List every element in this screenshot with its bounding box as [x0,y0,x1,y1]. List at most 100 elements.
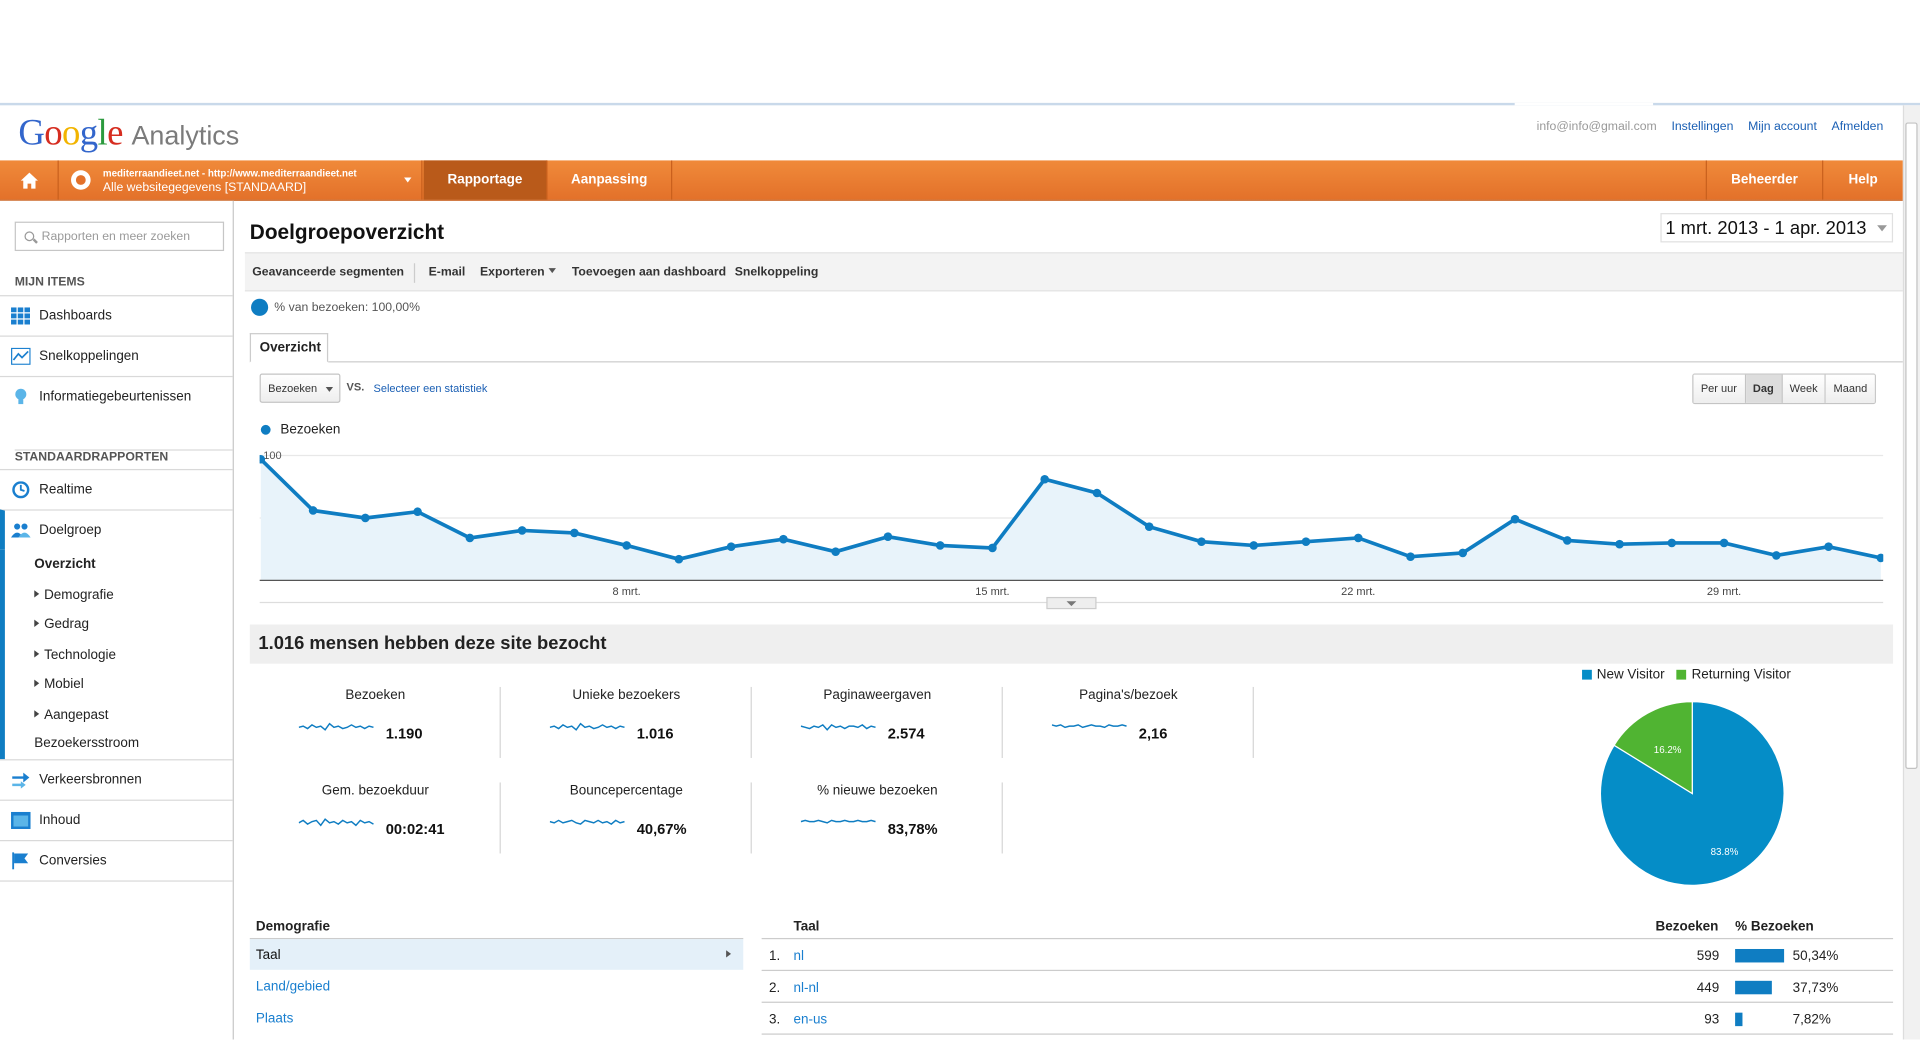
sidebar: Rapporten en meer zoeken MIJN ITEMS Dash… [0,200,234,1040]
data-point[interactable] [1301,537,1311,546]
table-header-pct: % Bezoeken [1735,919,1814,935]
stat-tile[interactable]: Pagina's/bezoek 2,16 [1003,687,1254,760]
sign-out-link[interactable]: Afmelden [1831,120,1884,134]
data-point[interactable] [1353,533,1363,543]
date-range-picker[interactable]: 1 mrt. 2013 - 1 apr. 2013 [1660,213,1894,243]
scrollbar-thumb[interactable] [1905,122,1918,769]
data-point[interactable] [570,528,579,538]
sidebar-item-label: Inhoud [39,813,81,828]
data-point[interactable] [1719,538,1729,548]
data-point[interactable] [1876,553,1884,563]
sidebar-sub-label: Mobiel [44,677,84,692]
email-button[interactable]: E-mail [428,265,466,280]
data-point[interactable] [1562,536,1572,545]
data-point[interactable] [1772,551,1781,560]
demografie-item-taal[interactable]: Taal [249,939,744,970]
sidebar-sub-technologie[interactable]: Technologie [34,648,116,662]
tab-overzicht[interactable]: Overzicht [249,333,329,363]
stat-tile[interactable]: Bezoeken 1.190 [250,687,501,760]
data-point[interactable] [1092,488,1102,498]
data-point[interactable] [259,454,266,464]
data-point[interactable] [883,532,893,541]
add-to-dashboard-button[interactable]: Toevoegen aan dashboard [571,265,727,280]
data-point[interactable] [779,534,788,544]
sidebar-item-label: Dashboards [39,308,112,324]
x-tick-label: 22 mrt. [1341,586,1375,598]
sidebar-item-realtime[interactable]: Realtime [0,468,233,509]
stat-value: 00:02:41 [385,820,445,838]
data-point[interactable] [1249,541,1259,550]
data-point[interactable] [413,507,422,517]
pie-legend-label: New Visitor [1596,667,1665,683]
data-point[interactable] [1197,537,1206,546]
stat-name: Gem. bezoekduur [321,783,429,799]
sidebar-item-verkeersbronnen[interactable]: Verkeersbronnen [0,759,233,799]
data-point[interactable] [935,541,945,550]
tab-help[interactable]: Help [1848,172,1878,188]
data-point[interactable] [308,506,318,515]
tab-aanpassing[interactable]: Aanpassing [547,160,673,200]
globe-icon [71,170,91,190]
data-point[interactable] [361,513,370,523]
sidebar-item-intelligence-events[interactable]: Informatiegebeurtenissen [0,375,233,416]
data-point[interactable] [1510,514,1520,524]
language-link[interactable]: nl [793,948,804,964]
data-point[interactable] [831,547,840,556]
sidebar-item-dashboards[interactable]: Dashboards [0,295,233,335]
export-button[interactable]: Exporteren [480,266,556,279]
select-statistic-link[interactable]: Selecteer een statistiek [373,382,488,395]
data-point[interactable] [465,533,475,543]
data-point[interactable] [1040,474,1049,484]
sidebar-sub-demografie[interactable]: Demografie [34,588,114,602]
data-point[interactable] [726,542,736,551]
settings-link[interactable]: Instellingen [1671,120,1734,134]
account-selector[interactable]: mediterraandieet.net - http://www.medite… [59,160,423,200]
data-point[interactable] [517,526,527,535]
data-point[interactable] [674,554,684,564]
data-point[interactable] [1615,539,1624,549]
demografie-item-plaats[interactable]: Plaats [255,1011,294,1027]
stat-tile[interactable]: Paginaweergaven 2.574 [752,687,1003,760]
account-url: mediterraandieet.net - http://www.medite… [102,167,357,179]
granularity-week[interactable]: Week [1782,374,1827,403]
my-account-link[interactable]: Mijn account [1748,120,1817,134]
data-point[interactable] [1406,552,1415,561]
logo-letter: g [79,112,98,154]
stat-tile[interactable]: Bouncepercentage 40,67% [501,782,752,855]
google-analytics-logo[interactable]: Google Analytics [18,112,239,154]
stat-tile[interactable]: Gem. bezoekduur 00:02:41 [250,782,501,855]
data-point[interactable] [1824,542,1833,551]
data-point[interactable] [1667,538,1677,548]
sidebar-sub-gedrag[interactable]: Gedrag [34,617,89,632]
metric-select[interactable]: Bezoeken [259,373,341,403]
stat-tile[interactable]: % nieuwe bezoeken 83,78% [752,782,1003,855]
sidebar-item-doelgroep[interactable]: Doelgroep [0,509,233,550]
demografie-item-land[interactable]: Land/gebied [255,979,331,995]
data-point[interactable] [1458,548,1468,558]
sidebar-item-shortcuts[interactable]: Snelkoppelingen [0,335,233,376]
stat-tile[interactable]: Unieke bezoekers 1.016 [501,687,752,760]
tab-beheerder[interactable]: Beheerder [1705,160,1824,200]
table-divider [761,937,1894,940]
sidebar-sub-aangepast[interactable]: Aangepast [34,708,109,722]
sidebar-item-conversies[interactable]: Conversies [0,840,233,882]
advanced-segments-button[interactable]: Geavanceerde segmenten [252,265,405,280]
sidebar-item-inhoud[interactable]: Inhoud [0,799,233,840]
granularity-maand[interactable]: Maand [1826,374,1875,403]
granularity-per-uur[interactable]: Per uur [1693,374,1746,403]
report-search-input[interactable]: Rapporten en meer zoeken [14,221,225,252]
pie-slice[interactable] [1613,701,1693,795]
tab-rapportage[interactable]: Rapportage [423,160,548,200]
sidebar-sub-mobiel[interactable]: Mobiel [34,677,84,692]
data-point[interactable] [622,541,631,550]
sidebar-sub-overzicht[interactable]: Overzicht [34,557,96,572]
data-point[interactable] [988,543,997,553]
home-button[interactable] [0,160,59,200]
language-link[interactable]: nl-nl [793,980,819,996]
data-point[interactable] [1144,522,1154,531]
shortcut-button[interactable]: Snelkoppeling [734,265,819,280]
search-placeholder: Rapporten en meer zoeken [41,230,191,244]
granularity-dag[interactable]: Dag [1745,374,1783,403]
sidebar-sub-bezoekersstroom[interactable]: Bezoekersstroom [34,735,140,751]
language-link[interactable]: en-us [793,1012,828,1028]
